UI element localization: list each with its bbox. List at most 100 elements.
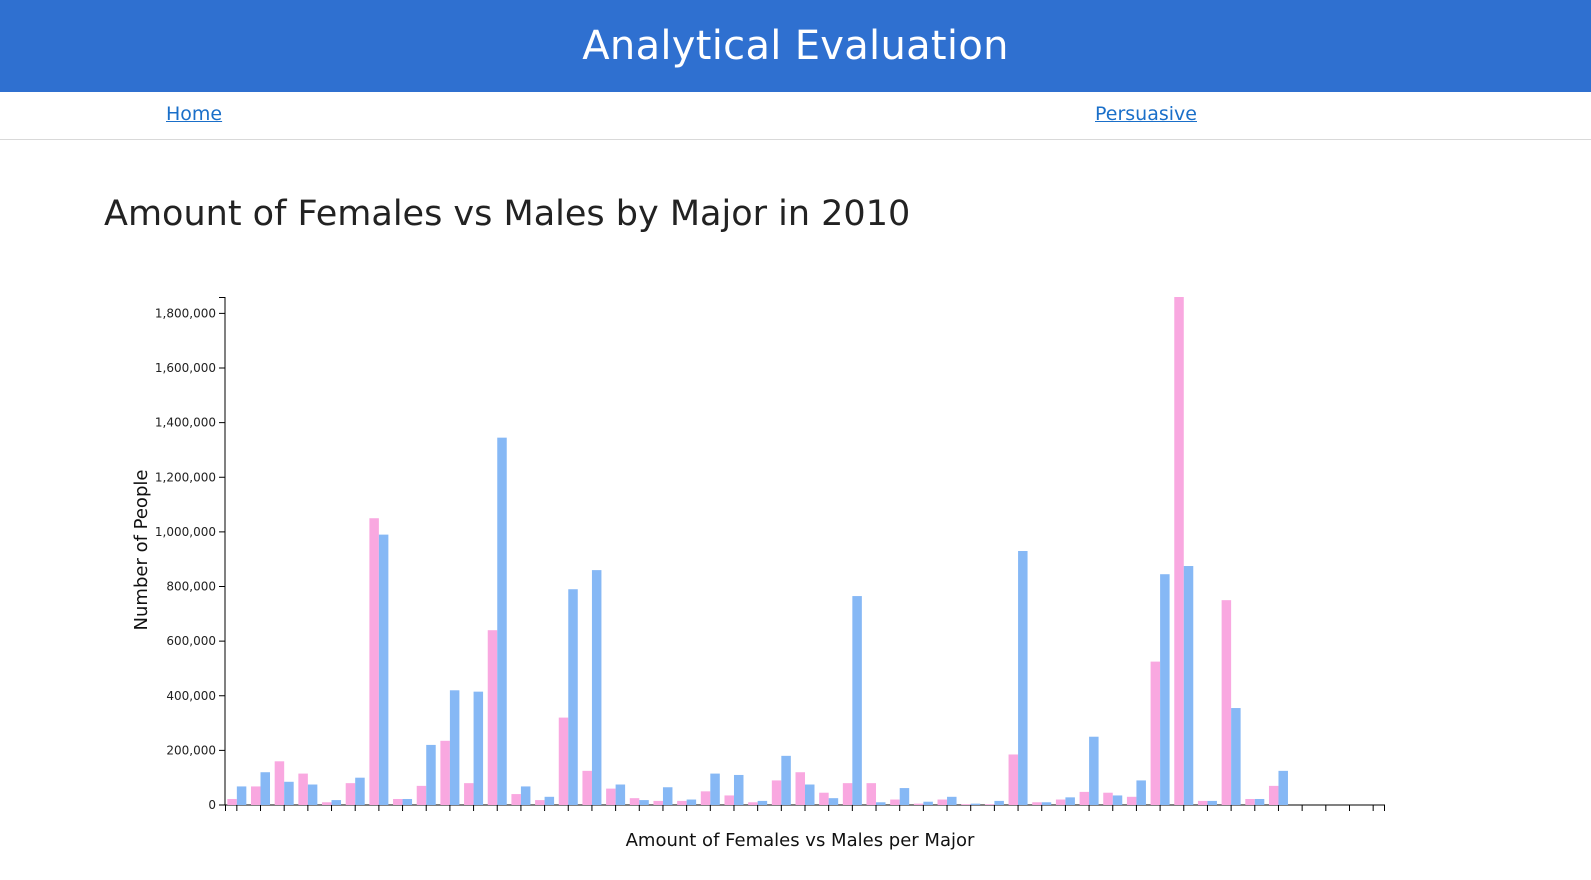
bar-male	[1160, 574, 1170, 805]
y-tick-label: 200,000	[166, 743, 216, 757]
bar-male	[449, 690, 460, 805]
bar-female	[1032, 802, 1042, 805]
y-axis-label: Number of People	[131, 470, 152, 631]
bar-female	[369, 518, 379, 805]
bar-female	[1221, 600, 1232, 805]
bars	[227, 297, 1288, 805]
bar-female	[511, 794, 521, 805]
bar-female	[842, 783, 853, 805]
bar-female	[653, 800, 663, 805]
bar-female	[416, 785, 427, 805]
bar-male	[923, 801, 933, 805]
bar-male	[876, 802, 886, 805]
bar-male	[497, 437, 507, 805]
bar-male	[284, 781, 294, 805]
bar-chart: 0 200,000 400,000 600,000 800,000 1,000,000 1,…	[131, 297, 1385, 851]
bar-female	[345, 783, 356, 805]
bar-female	[1197, 800, 1208, 805]
x-axis-label: Amount of Females vs Males per Major	[626, 830, 975, 851]
bar-female	[1150, 661, 1161, 805]
bar-female	[1055, 799, 1066, 805]
bar-male	[639, 800, 649, 805]
y-tick-label: 400,000	[166, 689, 216, 703]
y-tick-label: 800,000	[166, 580, 216, 594]
bar-female	[1079, 791, 1090, 805]
bar-female	[700, 791, 711, 805]
bar-male	[805, 784, 815, 805]
y-axis: 0 200,000 400,000 600,000 800,000 1,000,000 1,…	[155, 297, 226, 812]
bar-female	[1103, 792, 1113, 805]
nav-link-home[interactable]: Home	[166, 103, 223, 125]
bar-female	[251, 786, 261, 805]
bar-female	[274, 761, 285, 805]
bar-male	[1112, 795, 1123, 805]
bar-female	[913, 803, 924, 805]
bar-female	[1126, 796, 1137, 805]
page-header: Analytical Evaluation	[0, 0, 1591, 92]
bar-female	[440, 740, 450, 805]
bar-male	[355, 777, 365, 805]
bar-male	[1278, 770, 1288, 805]
bar-male	[899, 788, 910, 805]
bar-male	[568, 589, 578, 805]
bar-male	[615, 784, 626, 805]
bar-male	[591, 570, 602, 805]
bar-male	[1207, 800, 1217, 805]
bar-female	[677, 800, 687, 805]
bar-female	[961, 804, 971, 805]
bar-female	[866, 783, 877, 805]
page-title: Amount of Females vs Males by Major in 2…	[104, 194, 911, 234]
nav-bar: Home Persuasive	[0, 92, 1591, 140]
bar-male	[331, 800, 342, 805]
y-tick-label: 600,000	[166, 634, 216, 648]
bar-female	[606, 788, 616, 805]
bar-male	[1041, 802, 1052, 805]
bar-male	[710, 773, 720, 805]
bar-male	[662, 787, 673, 805]
y-tick-label: 0	[208, 798, 216, 812]
bar-female	[724, 795, 734, 805]
bar-male	[970, 803, 981, 805]
y-tick-label: 1,800,000	[155, 306, 216, 320]
bar-female	[227, 798, 237, 805]
bar-male	[236, 786, 247, 805]
bar-female	[795, 772, 805, 805]
y-tick-label: 1,400,000	[155, 416, 216, 430]
bar-female	[984, 804, 995, 805]
bar-male	[378, 534, 389, 805]
bar-male	[828, 798, 839, 805]
bar-female	[393, 798, 403, 805]
bar-female	[771, 780, 782, 805]
bar-female	[535, 800, 545, 805]
bar-male	[947, 796, 957, 805]
bar-female	[582, 770, 592, 805]
bar-female	[819, 792, 829, 805]
bar-female	[748, 802, 758, 805]
bar-female	[629, 798, 640, 805]
bar-female	[890, 799, 900, 805]
bar-male	[402, 798, 413, 805]
bar-male	[1183, 566, 1194, 805]
nav-link-persuasive[interactable]: Persuasive	[1095, 103, 1197, 125]
bar-female	[322, 802, 332, 805]
bar-male	[544, 796, 555, 805]
bar-male	[1136, 780, 1146, 805]
bar-male	[1065, 797, 1075, 805]
x-axis	[225, 804, 1385, 811]
bar-male	[757, 800, 768, 805]
y-tick-label: 1,600,000	[155, 361, 216, 375]
bar-male	[1254, 798, 1265, 805]
bar-male	[994, 800, 1004, 805]
header-title: Analytical Evaluation	[582, 23, 1009, 69]
bar-female	[1268, 785, 1279, 805]
bar-male	[260, 772, 271, 805]
bar-male	[1018, 551, 1028, 805]
bar-male	[520, 786, 531, 805]
bar-female	[1174, 297, 1184, 805]
bar-male	[473, 691, 484, 805]
bar-female	[558, 717, 569, 805]
bar-male	[781, 755, 791, 805]
bar-male	[426, 744, 436, 805]
y-tick-label: 1,000,000	[155, 525, 216, 539]
bar-male	[686, 799, 697, 805]
